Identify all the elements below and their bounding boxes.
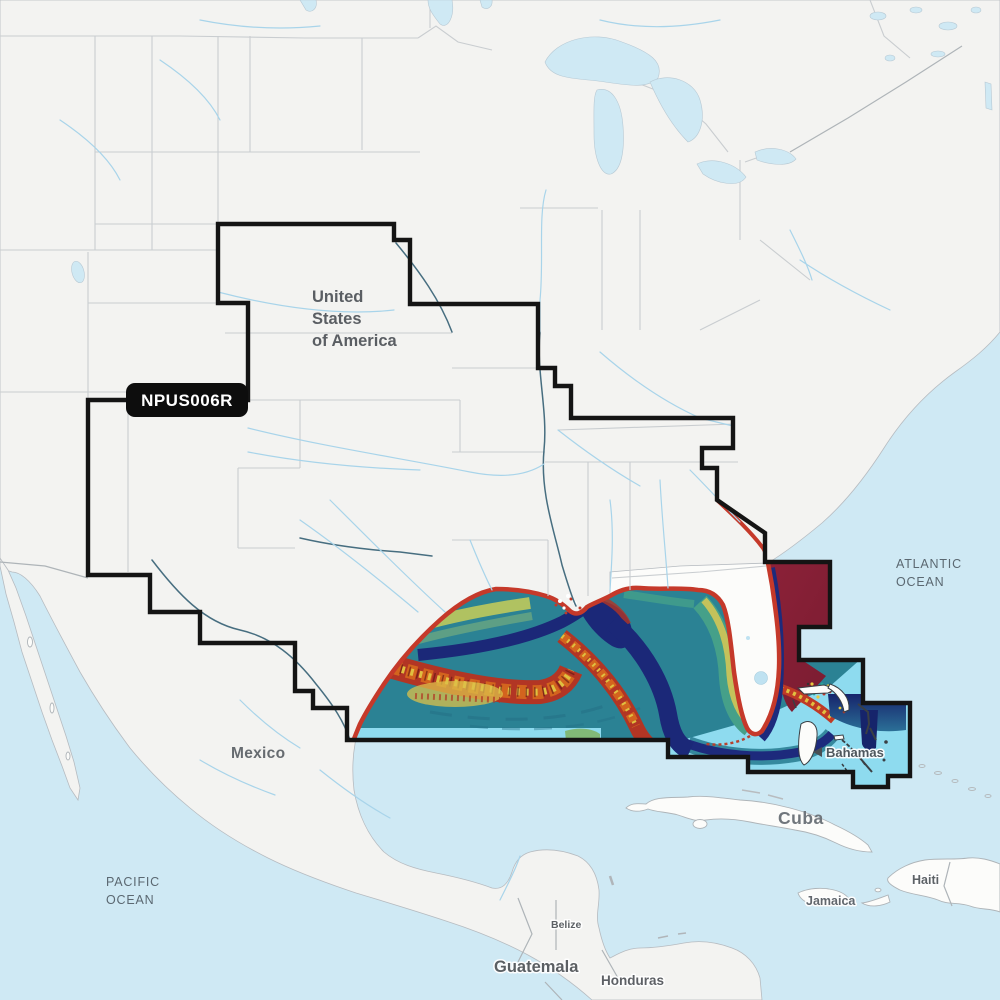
label-cuba: Cuba [778,808,824,828]
label-atlantic-ocean: ATLANTIC OCEAN [896,557,962,589]
label-united-states: United States of America [312,288,397,350]
product-code-text: NPUS006R [141,391,233,410]
label-belize: Belize [551,919,582,931]
label-bahamas: Bahamas [826,745,884,760]
coverage-region-outline[interactable] [85,221,913,790]
lakes [71,0,993,685]
bahamas-islands [792,683,904,787]
label-haiti: Haiti [912,873,939,887]
label-guatemala: Guatemala [494,958,579,976]
label-pacific-ocean: PACIFIC OCEAN [106,875,160,907]
caribbean-islands [608,764,1000,939]
jamaica-island [797,887,851,907]
svg-text:United: United [312,288,363,306]
svg-text:States: States [312,310,362,328]
label-mexico: Mexico [231,745,285,762]
product-code-badge[interactable]: NPUS006R [126,383,248,417]
svg-text:ATLANTIC: ATLANTIC [896,557,962,571]
svg-text:OCEAN: OCEAN [106,893,154,907]
label-honduras: Honduras [601,973,664,988]
label-jamaica: Jamaica [806,894,856,908]
baja-california [0,557,81,802]
state-borders [0,0,963,1000]
svg-text:of America: of America [312,332,397,350]
bahamas-pointer-icon [813,747,822,757]
svg-text:OCEAN: OCEAN [896,575,944,589]
mississippi-delta-detail [554,594,582,615]
svg-text:PACIFIC: PACIFIC [106,875,160,889]
cuba-island [625,795,873,853]
